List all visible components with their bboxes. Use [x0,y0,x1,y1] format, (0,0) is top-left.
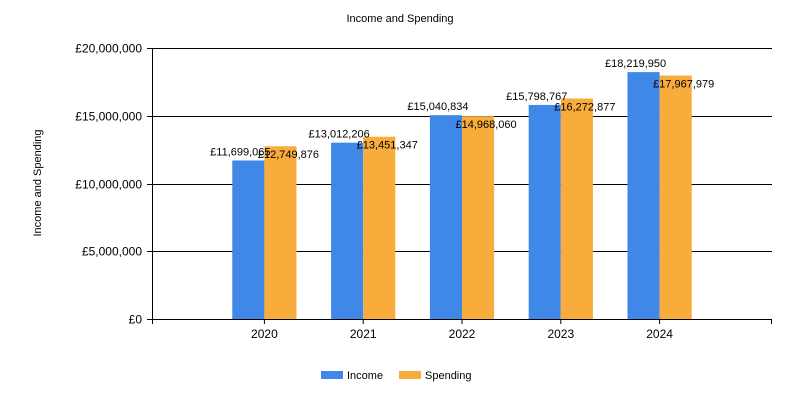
data-label: £12,749,876 [258,149,319,161]
data-label: £13,451,347 [357,140,418,152]
bars [232,72,692,320]
y-tick-label: £15,000,000 [75,110,142,124]
bar-income-2022 [429,115,462,319]
data-label: £17,967,979 [653,79,714,91]
bar-income-2023 [528,104,561,320]
bar-spending-2020 [264,146,297,319]
bar-income-2020 [232,160,265,319]
data-label: £14,968,060 [455,119,516,131]
bar-spending-2021 [363,136,396,319]
legend-label-income: Income [347,370,383,382]
bar-spending-2024 [659,75,692,320]
y-tick-label: £10,000,000 [75,178,142,192]
data-label: £16,272,877 [554,102,615,114]
bar-income-2024 [627,72,660,319]
x-tick-label: 2024 [646,327,673,341]
axes: £0 £5,000,000 £10,000,000 £15,000,000 £20,00… [75,42,772,341]
legend-swatch-spending [399,371,421,379]
bar-spending-2022 [462,116,495,319]
x-tick-label: 2020 [251,327,278,341]
y-tick-label: £0 [129,313,143,327]
legend-swatch-income [321,371,343,379]
data-label: £13,012,206 [309,129,370,141]
data-label: £18,219,950 [605,58,666,70]
data-label: £15,040,834 [407,101,468,113]
y-tick-label: £20,000,000 [75,42,142,56]
bar-spending-2023 [560,98,593,319]
x-tick-label: 2022 [449,327,476,341]
chart-title: Income and Spending [346,13,453,25]
legend-label-spending: Spending [425,370,472,382]
data-label: £11,699,065 [210,146,270,158]
bar-income-2021 [331,142,364,319]
data-label: £15,798,767 [506,91,567,103]
y-tick-label: £5,000,000 [82,245,142,259]
x-tick-label: 2023 [547,327,574,341]
x-tick-label: 2021 [350,327,377,341]
legend: Income Spending [321,370,472,382]
data-labels: £11,699,065£12,749,876 £13,012,206£13,451… [210,58,714,161]
y-axis-label: Income and Spending [32,129,44,236]
